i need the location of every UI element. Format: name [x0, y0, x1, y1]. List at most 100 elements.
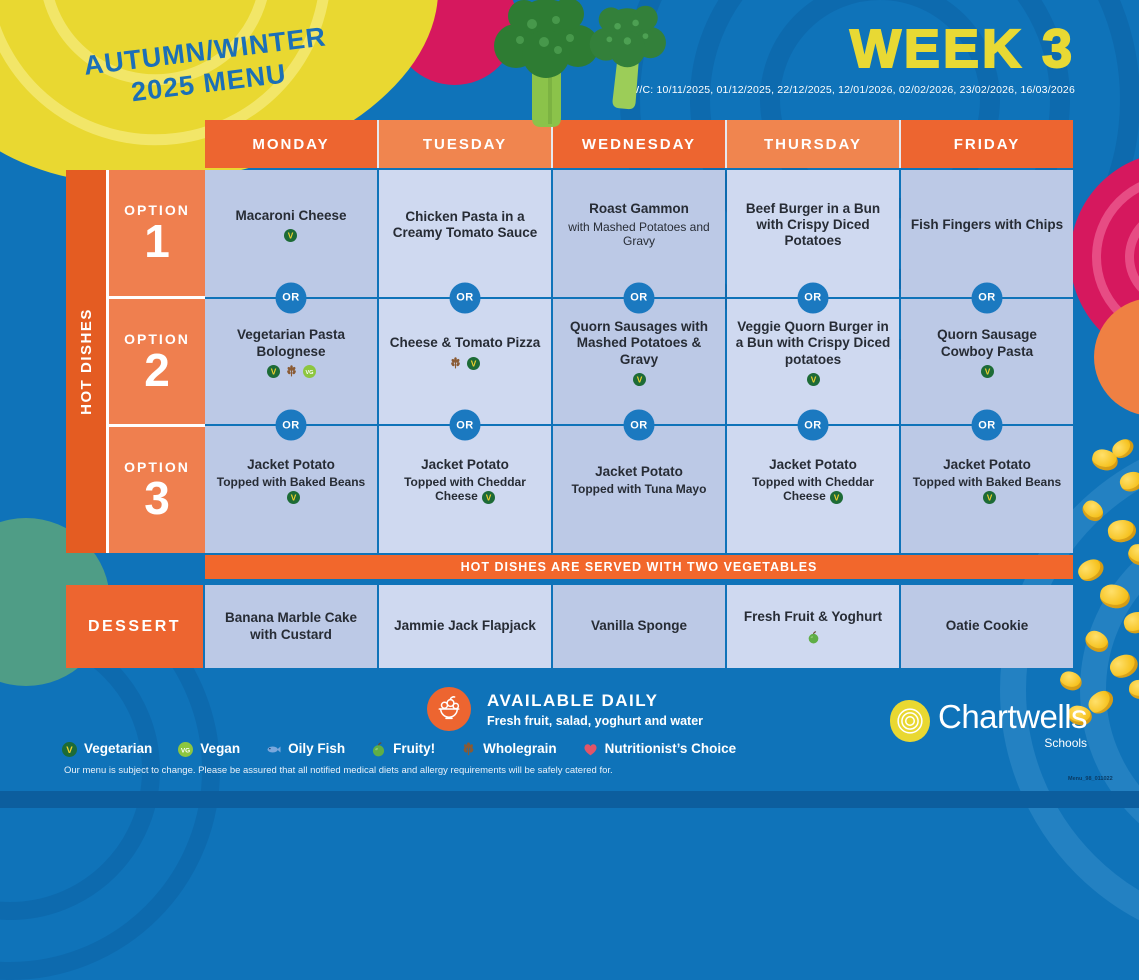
- hot-dishes-label: HOT DISHES: [77, 308, 95, 415]
- or-badge: OR: [971, 409, 1003, 441]
- svg-text:V: V: [66, 745, 73, 756]
- menu-cell-friday-option1: Fish Fingers with Chips: [901, 170, 1073, 298]
- available-daily-title: AVAILABLE DAILY: [487, 690, 659, 710]
- legend-item-vegetarian: V Vegetarian: [62, 741, 152, 757]
- or-badge: OR: [449, 409, 481, 441]
- option-3-label: OPTION 3: [109, 424, 205, 553]
- day-header-thursday: THURSDAY: [727, 120, 899, 168]
- vegetarian-icon: V: [980, 364, 994, 378]
- column-friday: Fish Fingers with Chips Quorn Sausage Co…: [901, 170, 1073, 553]
- row-divider: OR: [553, 409, 725, 441]
- menu-item-subtitle: with Mashed Potatoes and Gravy: [568, 219, 710, 248]
- chartwells-logo-name: Chartwells: [938, 698, 1088, 735]
- svg-text:V: V: [636, 374, 642, 384]
- day-header-friday: FRIDAY: [901, 120, 1073, 168]
- menu-item-title: Jacket Potato: [247, 456, 335, 472]
- menu-item-title: Vegetarian Pasta Bolognese: [236, 327, 346, 359]
- dessert-label: DESSERT: [66, 585, 203, 668]
- dessert-cell-tuesday: Jammie Jack Flapjack: [379, 585, 551, 668]
- menu-item-title: Jacket Potato: [595, 463, 683, 479]
- bottom-bar: [0, 791, 1139, 808]
- vegetarian-icon: V: [266, 364, 280, 378]
- menu-cell-thursday-option3: Jacket Potato Topped with Cheddar Cheese…: [727, 425, 899, 553]
- vegetarian-icon: V: [982, 490, 996, 504]
- menu-item-title: Macaroni Cheese: [235, 207, 347, 223]
- dessert-cell-wednesday: Vanilla Sponge: [553, 585, 725, 668]
- menu-cell-friday-option3: Jacket Potato Topped with Baked Beans V: [901, 425, 1073, 553]
- week-block: WEEK 3 W/C: 10/11/2025, 01/12/2025, 22/1…: [629, 21, 1075, 96]
- menu-cell-friday-option2: Quorn Sausage Cowboy Pasta V: [901, 298, 1073, 426]
- document-code: Menu_98_011022: [1068, 776, 1113, 782]
- menu-cell-tuesday-option1: Chicken Pasta in a Creamy Tomato Sauce: [379, 170, 551, 298]
- column-wednesday: Roast Gammon with Mashed Potatoes and Gr…: [553, 170, 725, 553]
- available-daily: AVAILABLE DAILY Fresh fruit, salad, yogh…: [427, 687, 703, 731]
- vegetarian-icon: V: [829, 490, 843, 504]
- svg-text:V: V: [986, 492, 992, 502]
- legend-item-nutritionist: Nutritionist’s Choice: [583, 741, 736, 757]
- vegetarian-icon: V: [806, 372, 820, 386]
- or-badge: OR: [623, 409, 655, 441]
- salad-bowl-icon: [427, 687, 471, 731]
- menu-item-title: Quorn Sausage Cowboy Pasta: [937, 327, 1037, 359]
- menu-cell-monday-option1: Macaroni Cheese V: [205, 170, 377, 298]
- vegetarian-icon: V: [481, 490, 495, 504]
- day-header-row: MONDAY TUESDAY WEDNESDAY THURSDAY FRIDAY: [205, 120, 1073, 168]
- vegetarian-icon: V: [467, 356, 481, 370]
- svg-text:VG: VG: [305, 370, 313, 376]
- day-header-monday: MONDAY: [205, 120, 377, 168]
- menu-item-title: Beef Burger in a Bun with Crispy Diced P…: [745, 200, 881, 248]
- dessert-cell-monday: Banana Marble Cake with Custard: [205, 585, 377, 668]
- or-badge: OR: [797, 409, 829, 441]
- row-divider: OR: [727, 282, 899, 314]
- dessert-cell-friday: Oatie Cookie: [901, 585, 1073, 668]
- row-divider: OR: [205, 282, 377, 314]
- or-badge: OR: [623, 282, 655, 314]
- svg-text:V: V: [984, 366, 990, 376]
- vegetarian-icon: V: [284, 228, 298, 242]
- menu-item-title: Chicken Pasta in a Creamy Tomato Sauce: [392, 208, 538, 240]
- svg-text:VG: VG: [181, 747, 190, 754]
- vegan-icon: VG: [178, 741, 194, 757]
- or-badge: OR: [275, 409, 307, 441]
- row-divider: OR: [205, 409, 377, 441]
- column-tuesday: Chicken Pasta in a Creamy Tomato Sauce C…: [379, 170, 551, 553]
- row-divider: OR: [901, 409, 1073, 441]
- vegetarian-icon: V: [62, 741, 77, 757]
- vegan-icon: VG: [302, 364, 316, 378]
- fruity-icon: [371, 742, 386, 757]
- svg-text:V: V: [471, 358, 477, 368]
- legend-item-wholegrain: Wholegrain: [461, 741, 557, 757]
- menu-cell-thursday-option1: Beef Burger in a Bun with Crispy Diced P…: [727, 170, 899, 298]
- row-divider: OR: [379, 409, 551, 441]
- available-daily-subtitle: Fresh fruit, salad, yoghurt and water: [487, 713, 704, 728]
- or-badge: OR: [449, 282, 481, 314]
- menu-item-title: Fish Fingers with Chips: [910, 216, 1064, 232]
- disclaimer-text: Our menu is subject to change. Please be…: [64, 765, 613, 776]
- menu-item-title: Jacket Potato: [421, 456, 509, 472]
- day-header-tuesday: TUESDAY: [379, 120, 551, 168]
- menu-grid: Macaroni Cheese V Vegetarian Pasta Bolog…: [205, 170, 1073, 553]
- menu-item-title: Jacket Potato: [769, 456, 857, 472]
- vegetarian-icon: V: [632, 372, 646, 386]
- menu-item-subtitle: Topped with Baked Beans V: [912, 474, 1062, 504]
- menu-cell-wednesday-option1: Roast Gammon with Mashed Potatoes and Gr…: [553, 170, 725, 298]
- wholegrain-icon: [449, 356, 462, 370]
- menu-cell-wednesday-option2: Quorn Sausages with Mashed Potatoes & Gr…: [553, 298, 725, 426]
- option-2-label: OPTION 2: [109, 295, 205, 425]
- option-label-column: OPTION 1 OPTION 2 OPTION 3: [106, 170, 205, 553]
- menu-cell-tuesday-option3: Jacket Potato Topped with Cheddar Cheese…: [379, 425, 551, 553]
- option-1-label: OPTION 1: [124, 201, 190, 267]
- diet-legend: V Vegetarian VG Vegan Oily Fish Fruity! Wh…: [62, 741, 736, 757]
- menu-item-subtitle: Topped with Tuna Mayo: [571, 482, 707, 497]
- row-divider: OR: [727, 409, 899, 441]
- or-badge: OR: [275, 282, 307, 314]
- svg-text:V: V: [810, 374, 816, 384]
- vegetables-banner: HOT DISHES ARE SERVED WITH TWO VEGETABLE…: [205, 555, 1073, 579]
- row-divider: OR: [901, 282, 1073, 314]
- legend-item-oily-fish: Oily Fish: [266, 741, 345, 757]
- svg-text:V: V: [290, 492, 296, 502]
- menu-item-subtitle: Topped with Cheddar Cheese V: [752, 474, 874, 504]
- menu-cell-monday-option3: Jacket Potato Topped with Baked Beans V: [205, 425, 377, 553]
- menu-item-title: Quorn Sausages with Mashed Potatoes & Gr…: [569, 319, 709, 367]
- svg-text:V: V: [486, 492, 492, 502]
